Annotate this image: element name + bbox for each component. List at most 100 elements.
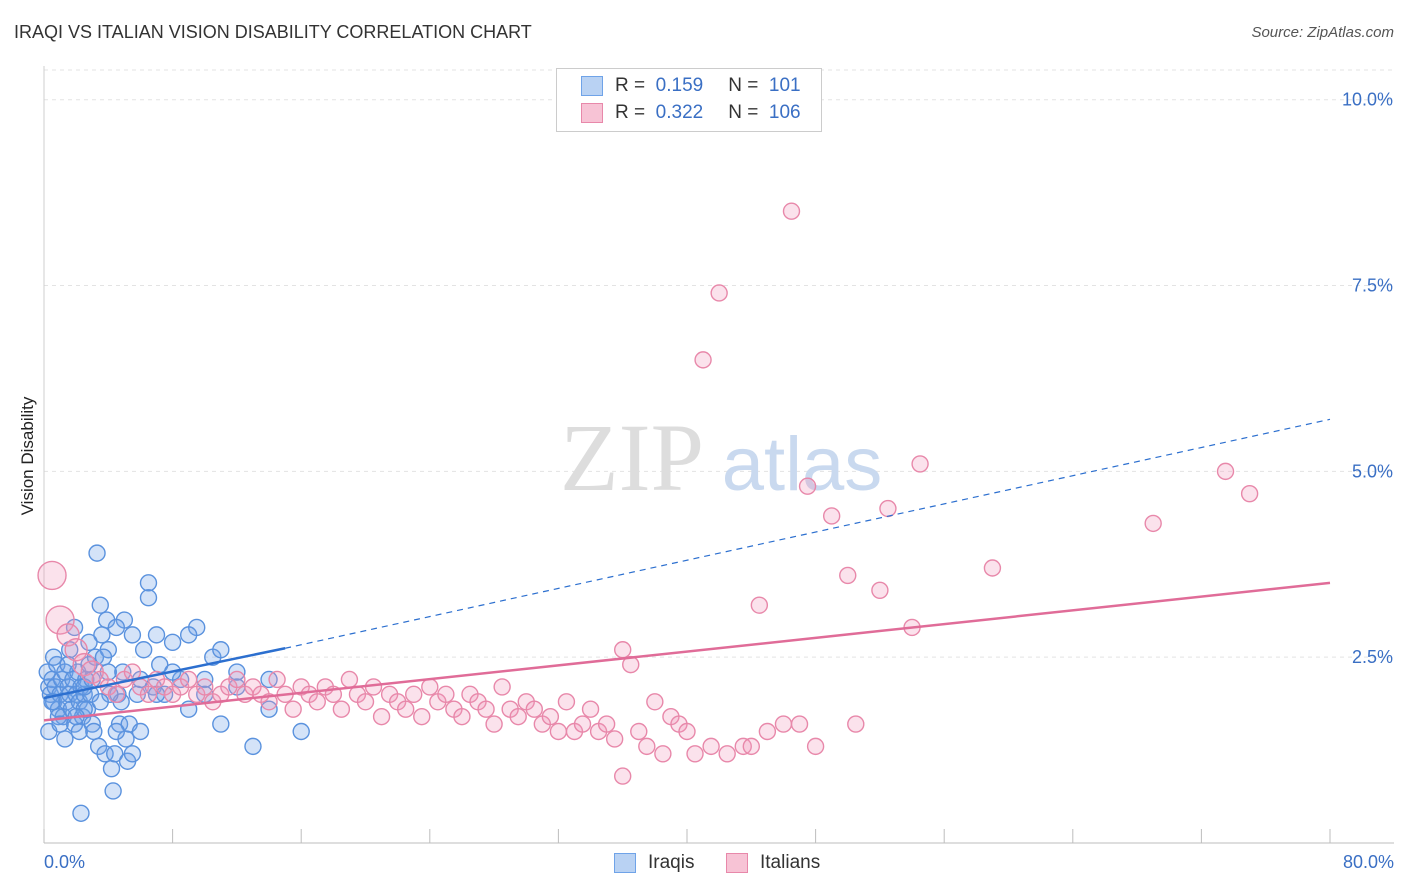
legend-n-value-iraqis: 101 [768, 75, 801, 96]
italians-swatch [581, 103, 603, 123]
italians-point [839, 566, 857, 585]
italians-point [822, 507, 841, 525]
italians-point [630, 722, 648, 741]
italians-point [614, 641, 632, 659]
italians-point [686, 745, 704, 763]
italians-point [750, 596, 769, 614]
legend-r-value-italians: 0.322 [655, 102, 704, 123]
italians-point [332, 700, 351, 718]
iraqis-point [104, 782, 122, 800]
italians-point [806, 737, 825, 756]
italians-point [413, 707, 431, 726]
y-tick-labels: 2.5% 5.0% 7.5% 10.0% [1342, 90, 1393, 667]
iraqis-point [292, 722, 310, 741]
iraqis-point [107, 722, 126, 741]
italians-point [581, 700, 600, 718]
italians-point [638, 737, 656, 756]
italians-point [879, 499, 897, 518]
bottom-legend-italians: Italians [726, 852, 820, 874]
italians-point [1144, 514, 1162, 533]
axes [43, 66, 1394, 844]
iraqis-point [72, 804, 90, 822]
italians-point [340, 670, 359, 689]
bottom-legend-iraqis-label: Iraqis [648, 852, 695, 873]
legend: R = 0.159 N = 101 R = 0.322 N = 106 [556, 68, 822, 132]
italians-point [139, 685, 158, 704]
legend-n-value-italians: 106 [768, 102, 801, 123]
italians-point [702, 737, 720, 756]
italians-point [790, 715, 809, 733]
iraqis-point [163, 633, 182, 652]
italians-point [485, 715, 503, 733]
italians-point [421, 678, 439, 696]
italians-point [694, 351, 712, 369]
italians-point [718, 745, 736, 763]
watermark-zip: ZIP [560, 404, 704, 511]
italians-point [308, 693, 326, 711]
trend-lines [43, 418, 1331, 722]
italians-point [37, 560, 67, 591]
italians-point [983, 559, 1002, 577]
italians-point [557, 693, 576, 711]
italians-point [56, 623, 80, 647]
legend-n-label: N = [728, 75, 759, 96]
iraqis-point [91, 693, 109, 711]
series-italians [37, 202, 1259, 785]
italians-point [871, 581, 889, 599]
italians-point [798, 477, 817, 495]
iraqis-trend-dashed [284, 418, 1331, 649]
italians-point [64, 638, 88, 662]
italians-point [45, 605, 75, 635]
italians-point [605, 730, 624, 748]
iraqis-point [88, 544, 106, 562]
iraqis-point [244, 737, 262, 756]
iraqis-point [96, 745, 114, 763]
y-tick-label: 10.0% [1342, 90, 1393, 110]
iraqis-point [212, 715, 230, 733]
italians-point [758, 722, 777, 741]
legend-row-iraqis: R = 0.159 N = 101 [581, 75, 801, 97]
iraqis-point [134, 641, 153, 659]
legend-r-label: R = [615, 102, 646, 123]
y-tick-label: 2.5% [1352, 647, 1393, 667]
italians-trend-line [43, 581, 1331, 722]
iraqis-point [56, 730, 74, 748]
iraqis-point [102, 759, 121, 778]
italians-point [654, 745, 672, 763]
legend-r-label: R = [615, 75, 646, 96]
iraqis-point [80, 633, 98, 652]
italians-point [453, 707, 471, 726]
italians-point [228, 670, 246, 689]
italians-legend-swatch [726, 853, 748, 873]
iraqis-point [85, 722, 103, 741]
italians-point [268, 670, 286, 689]
data-points [37, 202, 1259, 822]
italians-point [396, 700, 415, 718]
italians-point [196, 678, 214, 696]
iraqis-swatch [581, 76, 603, 96]
italians-point [597, 715, 616, 733]
italians-point [284, 700, 302, 718]
iraqis-trend-solid [43, 647, 286, 700]
italians-point [509, 707, 527, 726]
italians-point [573, 715, 592, 733]
italians-point [437, 685, 455, 704]
italians-point [847, 715, 865, 733]
iraqis-point [131, 722, 150, 741]
iraqis-point [179, 626, 198, 644]
iraqis-point [106, 745, 124, 763]
italians-point [477, 700, 495, 718]
chart-title: IRAQI VS ITALIAN VISION DISABILITY CORRE… [14, 22, 532, 42]
italians-point [372, 707, 391, 726]
gridlines [44, 69, 1394, 658]
italians-point [911, 455, 929, 473]
italians-point [525, 700, 543, 718]
x-min-label: 0.0% [44, 852, 86, 872]
legend-row-italians: R = 0.322 N = 106 [581, 102, 801, 124]
italians-point [742, 737, 760, 756]
iraqis-point [147, 626, 166, 644]
italians-point [774, 715, 793, 733]
italians-point [646, 693, 664, 711]
bottom-legend: Iraqis Italians [0, 852, 1406, 876]
